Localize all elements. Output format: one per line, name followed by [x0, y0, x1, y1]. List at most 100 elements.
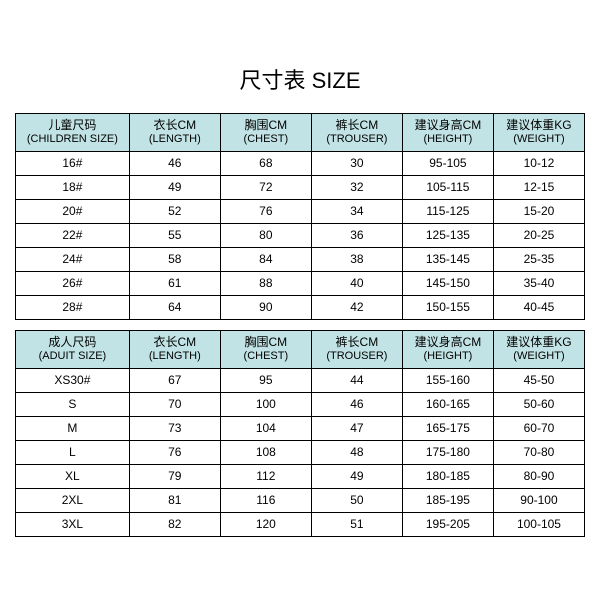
header-en: (TROUSER) [314, 133, 400, 147]
header-zh: 裤长CM [336, 118, 379, 132]
cell-trouser: 38 [311, 248, 402, 272]
cell-chest: 90 [220, 296, 311, 320]
cell-size: 18# [16, 176, 130, 200]
cell-height: 165-175 [402, 416, 493, 440]
cell-height: 180-185 [402, 464, 493, 488]
col-trouser: 裤长CM (TROUSER) [311, 331, 402, 369]
table-row: 3XL8212051195-205100-105 [16, 512, 585, 536]
table-row: XS30#679544155-16045-50 [16, 368, 585, 392]
col-adult-size: 成人尺码 (ADUIT SIZE) [16, 331, 130, 369]
cell-size: 16# [16, 152, 130, 176]
header-en: (CHEST) [223, 133, 309, 147]
table-row: XL7911249180-18580-90 [16, 464, 585, 488]
cell-chest: 68 [220, 152, 311, 176]
table-row: 16#46683095-10510-12 [16, 152, 585, 176]
table-row: 20#527634115-12515-20 [16, 200, 585, 224]
cell-trouser: 49 [311, 464, 402, 488]
cell-weight: 60-70 [493, 416, 584, 440]
cell-weight: 45-50 [493, 368, 584, 392]
header-zh: 衣长CM [153, 335, 196, 349]
header-en: (WEIGHT) [496, 350, 582, 364]
children-rows: 16#46683095-10510-1218#497232105-11512-1… [16, 152, 585, 320]
cell-size: L [16, 440, 130, 464]
cell-weight: 25-35 [493, 248, 584, 272]
cell-length: 61 [129, 272, 220, 296]
cell-weight: 70-80 [493, 440, 584, 464]
header-en: (ADUIT SIZE) [18, 350, 127, 364]
cell-height: 155-160 [402, 368, 493, 392]
col-weight: 建议体重KG (WEIGHT) [493, 331, 584, 369]
header-zh: 成人尺码 [48, 335, 96, 349]
cell-size: 28# [16, 296, 130, 320]
col-trouser: 裤长CM (TROUSER) [311, 114, 402, 152]
cell-weight: 20-25 [493, 224, 584, 248]
cell-weight: 40-45 [493, 296, 584, 320]
cell-size: 24# [16, 248, 130, 272]
cell-height: 160-165 [402, 392, 493, 416]
header-zh: 建议体重KG [506, 335, 571, 349]
cell-length: 79 [129, 464, 220, 488]
cell-height: 125-135 [402, 224, 493, 248]
header-en: (LENGTH) [132, 350, 218, 364]
header-zh: 儿童尺码 [48, 118, 96, 132]
header-zh: 建议体重KG [506, 118, 571, 132]
cell-chest: 108 [220, 440, 311, 464]
header-zh: 建议身高CM [415, 118, 482, 132]
col-length: 衣长CM (LENGTH) [129, 114, 220, 152]
cell-chest: 100 [220, 392, 311, 416]
cell-size: 26# [16, 272, 130, 296]
cell-chest: 104 [220, 416, 311, 440]
cell-weight: 35-40 [493, 272, 584, 296]
cell-length: 58 [129, 248, 220, 272]
cell-chest: 76 [220, 200, 311, 224]
cell-length: 55 [129, 224, 220, 248]
section-gap [16, 320, 585, 331]
table-row: 26#618840145-15035-40 [16, 272, 585, 296]
table-row: 18#497232105-11512-15 [16, 176, 585, 200]
cell-length: 67 [129, 368, 220, 392]
cell-size: 22# [16, 224, 130, 248]
chart-title: 尺寸表 SIZE [15, 63, 585, 95]
cell-height: 150-155 [402, 296, 493, 320]
cell-size: S [16, 392, 130, 416]
cell-height: 185-195 [402, 488, 493, 512]
cell-chest: 95 [220, 368, 311, 392]
cell-height: 95-105 [402, 152, 493, 176]
header-zh: 胸围CM [245, 118, 288, 132]
cell-size: XS30# [16, 368, 130, 392]
cell-weight: 10-12 [493, 152, 584, 176]
header-zh: 建议身高CM [415, 335, 482, 349]
cell-height: 145-150 [402, 272, 493, 296]
cell-trouser: 47 [311, 416, 402, 440]
cell-length: 82 [129, 512, 220, 536]
cell-height: 135-145 [402, 248, 493, 272]
col-chest: 胸围CM (CHEST) [220, 331, 311, 369]
size-table: 儿童尺码 (CHILDREN SIZE) 衣长CM (LENGTH) 胸围CM … [15, 113, 585, 537]
adult-rows: XS30#679544155-16045-50S7010046160-16550… [16, 368, 585, 536]
cell-trouser: 34 [311, 200, 402, 224]
cell-trouser: 40 [311, 272, 402, 296]
cell-height: 115-125 [402, 200, 493, 224]
cell-trouser: 32 [311, 176, 402, 200]
cell-length: 73 [129, 416, 220, 440]
cell-length: 64 [129, 296, 220, 320]
cell-trouser: 51 [311, 512, 402, 536]
cell-chest: 120 [220, 512, 311, 536]
table-row: 22#558036125-13520-25 [16, 224, 585, 248]
cell-chest: 84 [220, 248, 311, 272]
size-chart: 尺寸表 SIZE 儿童尺码 (CHILDREN SIZE) 衣长CM (LENG… [15, 63, 585, 537]
children-header: 儿童尺码 (CHILDREN SIZE) 衣长CM (LENGTH) 胸围CM … [16, 114, 585, 152]
header-en: (WEIGHT) [496, 133, 582, 147]
cell-height: 175-180 [402, 440, 493, 464]
header-en: (CHILDREN SIZE) [18, 133, 127, 147]
table-row: L7610848175-18070-80 [16, 440, 585, 464]
header-en: (LENGTH) [132, 133, 218, 147]
adult-header: 成人尺码 (ADUIT SIZE) 衣长CM (LENGTH) 胸围CM (CH… [16, 331, 585, 369]
cell-chest: 112 [220, 464, 311, 488]
cell-length: 81 [129, 488, 220, 512]
header-zh: 裤长CM [336, 335, 379, 349]
col-height: 建议身高CM (HEIGHT) [402, 114, 493, 152]
cell-trouser: 50 [311, 488, 402, 512]
cell-size: 20# [16, 200, 130, 224]
header-zh: 胸围CM [245, 335, 288, 349]
